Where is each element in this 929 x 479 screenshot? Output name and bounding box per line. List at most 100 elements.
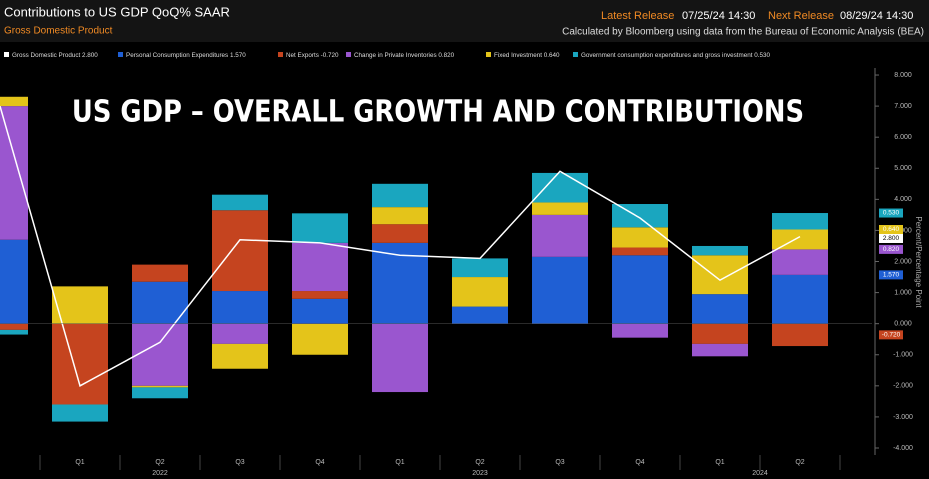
x-tick-label: Q1 (75, 459, 84, 466)
legend-name: Net Exports (286, 52, 319, 59)
bar-segment (772, 229, 828, 250)
y-tick-label: -1.000 (893, 352, 913, 359)
axis-value-tag (879, 244, 903, 254)
bar-segment (292, 323, 348, 355)
axis-value-tag (879, 208, 903, 218)
bar-segment (772, 213, 828, 230)
legend-value: 0.530 (754, 52, 770, 59)
source-note: Calculated by Bloomberg using data from … (562, 27, 924, 38)
bar-segment (612, 255, 668, 324)
y-tick-label: 2.000 (894, 258, 912, 265)
bar-segment (372, 183, 428, 208)
legend-value: 2.800 (82, 52, 98, 59)
bar-segment (772, 323, 828, 347)
axis-value-tag-label: 1.570 (883, 272, 900, 279)
legend-name: Government consumption expenditures and … (581, 52, 753, 59)
bar-segment (212, 210, 268, 292)
latest-label: Latest Release (601, 10, 674, 22)
next-value: 08/29/24 14:30 (840, 10, 913, 22)
bar-segment (772, 249, 828, 275)
axis-value-tag-label: 0.530 (883, 210, 900, 217)
bar-segment (212, 323, 268, 344)
axis-value-tag-label: 0.820 (883, 246, 900, 253)
legend-name: Change in Private Inventories (354, 52, 437, 59)
legend-label: Change in Private Inventories 0.820 (354, 52, 455, 59)
bar-segment (532, 172, 588, 203)
bar-segment (52, 286, 108, 324)
bar-segment (372, 224, 428, 243)
bar-segment (0, 96, 28, 107)
bar-segment (0, 329, 28, 335)
y-tick-label: -4.000 (893, 445, 913, 452)
axis-value-tag-label: -0.720 (882, 332, 901, 339)
bar-segment (52, 404, 108, 422)
bar-segment (452, 277, 508, 307)
bar-segment (292, 213, 348, 243)
bar-segment (292, 291, 348, 299)
bar-segment (532, 202, 588, 215)
axis-value-tag-label: 2.800 (883, 235, 900, 242)
legend-label: Gross Domestic Product 2.800 (12, 52, 98, 59)
bar-segment (132, 387, 188, 399)
bar-segment (372, 323, 428, 393)
legend-name: Personal Consumption Expenditures (126, 52, 228, 59)
y-tick-label: -2.000 (893, 383, 913, 390)
bar-segment (0, 106, 28, 240)
bar-segment (612, 247, 668, 256)
x-tick-label: Q1 (395, 459, 404, 466)
bar-segment (612, 204, 668, 228)
bar-segment (292, 242, 348, 292)
plot-area (0, 96, 872, 422)
x-tick-label: Q4 (635, 459, 644, 466)
y-tick-label: 5.000 (894, 165, 912, 172)
legend-label: Personal Consumption Expenditures 1.570 (126, 52, 246, 59)
y-tick-label: 3.000 (894, 227, 912, 234)
legend-label: Net Exports -0.720 (286, 52, 339, 59)
x-group-label: 2023 (472, 470, 488, 477)
legend-label: Government consumption expenditures and … (581, 52, 771, 59)
header-title: Contributions to US GDP QoQ% SAAR (4, 4, 230, 19)
y-axis-label: Percent/Percentage Point (914, 216, 923, 308)
x-tick-label: Q3 (555, 459, 564, 466)
bar-segment (692, 323, 748, 344)
x-tick-label: Q1 (715, 459, 724, 466)
gdp-line (0, 105, 801, 387)
legend-swatch (346, 52, 351, 57)
bar-segment (212, 343, 268, 369)
legend-name: Fixed Investment (494, 52, 542, 59)
y-tick-label: 1.000 (894, 289, 912, 296)
bar-segment (532, 214, 588, 257)
x-tick-label: Q2 (795, 459, 804, 466)
bar-segment (212, 291, 268, 324)
bar-segment (692, 255, 748, 295)
overlay-title: US GDP – OVERALL GROWTH AND CONTRIBUTION… (72, 94, 804, 129)
axis-value-tag-label: 0.640 (883, 226, 900, 233)
bar-segment (0, 239, 28, 324)
y-tick-label: 4.000 (894, 196, 912, 203)
header-subtitle: Gross Domestic Product (4, 26, 113, 37)
y-tick-label: 6.000 (894, 134, 912, 141)
legend-swatch (278, 52, 283, 57)
x-tick-label: Q3 (235, 459, 244, 466)
legend-value: 0.640 (544, 52, 560, 59)
bar-segment (452, 306, 508, 324)
axis-value-tag (879, 224, 903, 234)
bar-segment (132, 385, 188, 388)
header-bar (0, 0, 929, 42)
legend-value: 1.570 (230, 52, 246, 59)
bar-segment (292, 298, 348, 324)
legend-swatch (573, 52, 578, 57)
x-group-label: 2024 (752, 470, 768, 477)
bar-segment (0, 323, 28, 330)
bar-segment (132, 281, 188, 324)
latest-value: 07/25/24 14:30 (682, 10, 755, 22)
bar-segment (212, 194, 268, 211)
axis-value-tag (879, 270, 903, 280)
bar-segment (612, 323, 668, 338)
legend-name: Gross Domestic Product (12, 52, 80, 59)
x-group-label: 2022 (152, 470, 168, 477)
next-label: Next Release (768, 10, 834, 22)
legend-value: -0.720 (321, 52, 339, 59)
bar-segment (692, 294, 748, 324)
